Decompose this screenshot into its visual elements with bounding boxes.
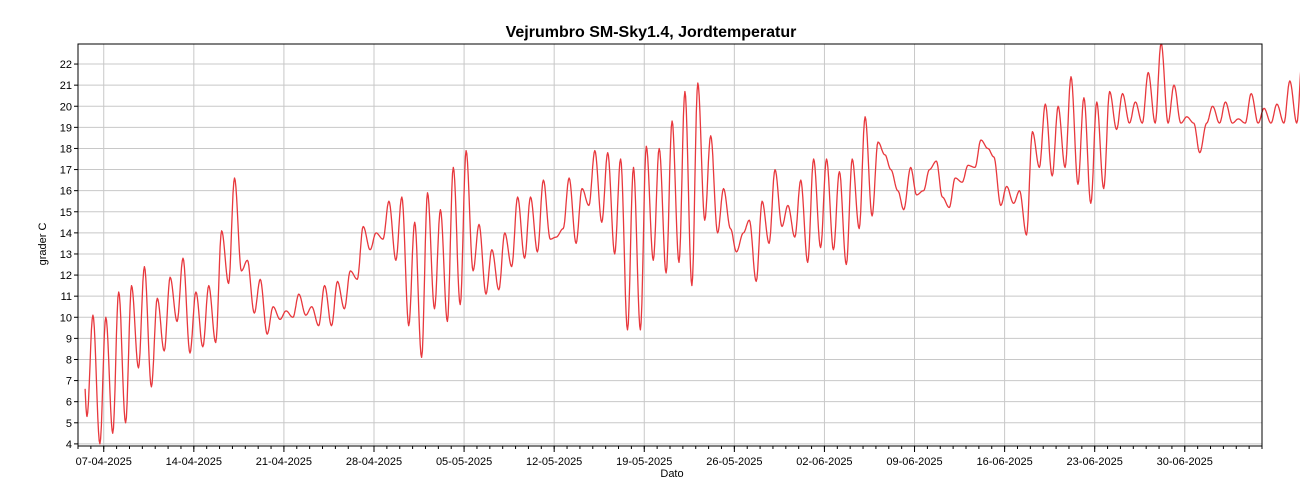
x-tick-label: 23-06-2025 <box>1067 456 1123 468</box>
x-tick-label: 05-05-2025 <box>436 456 492 468</box>
x-axis-label: Dato <box>660 468 683 480</box>
y-tick-label: 6 <box>66 397 72 409</box>
soil-temperature-series-line <box>84 43 1300 445</box>
y-tick-label: 20 <box>60 101 72 113</box>
y-tick-label: 21 <box>60 80 72 92</box>
x-axis-ticks: 07-04-2025 14-04-2025 21-04-2025 28-04-2025… <box>76 446 1263 468</box>
x-tick-label: 09-06-2025 <box>886 456 942 468</box>
y-tick-label: 13 <box>60 249 72 261</box>
y-tick-label: 4 <box>66 439 72 451</box>
y-tick-label: 9 <box>66 333 72 345</box>
y-axis-ticks: 4 5 6 7 8 9 10 11 12 13 14 15 16 17 18 19 20 21 22 <box>60 59 78 451</box>
y-tick-label: 22 <box>60 59 72 71</box>
y-axis-label: grader C <box>37 223 49 266</box>
x-tick-label: 12-05-2025 <box>526 456 582 468</box>
y-tick-label: 15 <box>60 207 72 219</box>
x-tick-label: 30-06-2025 <box>1157 456 1213 468</box>
y-tick-label: 12 <box>60 270 72 282</box>
y-tick-label: 18 <box>60 143 72 155</box>
y-tick-label: 7 <box>66 376 72 388</box>
x-tick-label: 16-06-2025 <box>976 456 1032 468</box>
x-tick-label: 21-04-2025 <box>256 456 312 468</box>
chart-title: Vejrumbro SM-Sky1.4, Jordtemperatur <box>506 24 797 41</box>
y-tick-label: 17 <box>60 165 72 177</box>
y-tick-label: 5 <box>66 418 72 430</box>
x-tick-label: 19-05-2025 <box>616 456 672 468</box>
x-tick-label: 02-06-2025 <box>796 456 852 468</box>
plot-frame <box>77 43 1263 447</box>
x-tick-label: 28-04-2025 <box>346 456 402 468</box>
y-tick-label: 11 <box>61 291 72 303</box>
x-tick-label: 07-04-2025 <box>76 456 132 468</box>
y-tick-label: 16 <box>60 186 72 198</box>
x-tick-label: 14-04-2025 <box>166 456 222 468</box>
y-tick-label: 19 <box>60 122 72 134</box>
y-tick-label: 14 <box>60 228 72 240</box>
x-tick-label: 26-05-2025 <box>706 456 762 468</box>
y-tick-label: 8 <box>66 354 72 366</box>
y-tick-label: 10 <box>60 312 72 324</box>
